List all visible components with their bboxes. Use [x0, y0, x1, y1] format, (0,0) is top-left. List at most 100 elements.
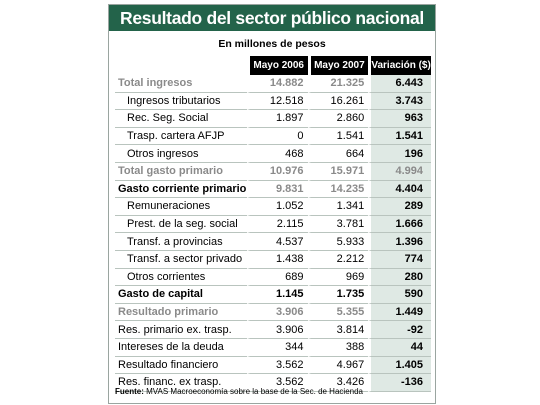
value-2007: 2.212: [307, 250, 369, 269]
header-blank: [115, 56, 247, 75]
value-variation: 1.405: [368, 356, 431, 375]
value-2006: 0: [246, 127, 308, 146]
value-2006: 1.145: [246, 286, 308, 304]
source-text: MVAS Macroeconomía sobre la base de la S…: [146, 387, 363, 396]
table-subtitle: En millones de pesos: [218, 38, 326, 50]
row-label: Trasp. cartera AFJP: [115, 128, 247, 146]
value-2006: 3.562: [246, 374, 308, 392]
value-variation: 774: [368, 250, 431, 269]
value-variation: -136: [368, 374, 431, 392]
table-card: Resultado del sector público nacional En…: [108, 4, 436, 404]
row-label: Otros ingresos: [115, 145, 247, 163]
row-label: Rec. Seg. Social: [115, 110, 247, 128]
table-row: Ingresos tributarios 12.518 16.261 3.743: [115, 92, 431, 111]
table-row: Res. financ. ex trasp. 3.562 3.426 -136: [115, 374, 431, 392]
value-2007: 15.971: [307, 162, 369, 181]
value-2007: 969: [307, 268, 369, 287]
row-label: Resultado financiero: [115, 357, 247, 375]
header-may-2006: Mayo 2006: [246, 56, 308, 75]
table-row: Transf. a sector privado 1.438 2.212 774: [115, 250, 431, 269]
value-2006: 3.906: [246, 303, 308, 322]
value-variation: 1.666: [368, 215, 431, 234]
value-variation: 590: [368, 286, 431, 304]
value-2006: 3.562: [246, 356, 308, 375]
table-row: Gasto corriente primario 9.831 14.235 4.…: [115, 180, 431, 199]
table-row: Resultado financiero 3.562 4.967 1.405: [115, 356, 431, 375]
table-row: Total gasto primario 10.976 15.971 4.994: [115, 162, 431, 181]
value-2006: 468: [246, 145, 308, 163]
table-row: Otros ingresos 468 664 196: [115, 145, 431, 163]
value-variation: 4.994: [368, 162, 431, 181]
value-2007: 4.967: [307, 356, 369, 375]
value-variation: 6.443: [368, 75, 431, 93]
row-label: Intereses de la deuda: [115, 339, 247, 357]
table-row: Prest. de la seg. social 2.115 3.781 1.6…: [115, 215, 431, 234]
header-variation: Variación ($): [368, 56, 431, 75]
value-2007: 1.541: [307, 127, 369, 146]
table-row: Total ingresos 14.882 21.325 6.443: [115, 75, 431, 93]
value-variation: 289: [368, 198, 431, 216]
value-variation: 4.404: [368, 180, 431, 199]
table-row: Remuneraciones 1.052 1.341 289: [115, 198, 431, 216]
header-may-2007: Mayo 2007: [307, 56, 369, 75]
value-2006: 9.831: [246, 180, 308, 199]
row-label: Res. financ. ex trasp.: [115, 374, 247, 392]
value-2006: 1.438: [246, 250, 308, 269]
value-variation: 963: [368, 110, 431, 128]
table-row: Intereses de la deuda 344 388 44: [115, 338, 431, 357]
value-variation: 1.449: [368, 303, 431, 322]
table-row: Resultado primario 3.906 5.355 1.449: [115, 303, 431, 322]
value-2007: 388: [307, 338, 369, 357]
row-label: Otros corrientes: [115, 269, 247, 287]
value-variation: -92: [368, 321, 431, 339]
value-variation: 1.541: [368, 127, 431, 146]
row-label: Total gasto primario: [115, 163, 247, 181]
value-2006: 689: [246, 268, 308, 287]
header-row: Mayo 2006 Mayo 2007 Variación ($): [115, 56, 431, 75]
table-row: Trasp. cartera AFJP 0 1.541 1.541: [115, 127, 431, 146]
value-2006: 4.537: [246, 233, 308, 251]
value-2006: 12.518: [246, 92, 308, 111]
value-2007: 3.814: [307, 321, 369, 339]
table-row: Transf. a provincias 4.537 5.933 1.396: [115, 233, 431, 251]
value-2007: 3.781: [307, 215, 369, 234]
value-2006: 1.897: [246, 110, 308, 128]
table-row: Rec. Seg. Social 1.897 2.860 963: [115, 110, 431, 128]
source-label: Fuente:: [115, 387, 144, 396]
table-title: Resultado del sector público nacional: [109, 5, 435, 31]
value-2006: 344: [246, 338, 308, 357]
row-label: Gasto corriente primario: [115, 181, 247, 199]
value-2007: 16.261: [307, 92, 369, 111]
table-row: Otros corrientes 689 969 280: [115, 268, 431, 287]
row-label: Gasto de capital: [115, 286, 247, 304]
value-2007: 14.235: [307, 180, 369, 199]
value-2007: 5.355: [307, 303, 369, 322]
value-2006: 2.115: [246, 215, 308, 234]
row-label: Prest. de la seg. social: [115, 216, 247, 234]
value-2006: 1.052: [246, 198, 308, 216]
table-row: Gasto de capital 1.145 1.735 590: [115, 286, 431, 304]
value-2006: 14.882: [246, 75, 308, 93]
row-label: Res. primario ex. trasp.: [115, 321, 247, 339]
row-label: Ingresos tributarios: [115, 93, 247, 111]
row-label: Transf. a provincias: [115, 233, 247, 251]
value-2006: 3.906: [246, 321, 308, 339]
value-2007: 3.426: [307, 374, 369, 392]
fiscal-results-table: Mayo 2006 Mayo 2007 Variación ($) Total …: [115, 56, 431, 392]
source-note: Fuente: MVAS Macroeconomía sobre la base…: [115, 387, 363, 396]
row-label: Resultado primario: [115, 304, 247, 322]
value-2007: 21.325: [307, 75, 369, 93]
value-variation: 280: [368, 268, 431, 287]
table-row: Res. primario ex. trasp. 3.906 3.814 -92: [115, 321, 431, 339]
value-2007: 1.341: [307, 198, 369, 216]
value-variation: 196: [368, 145, 431, 163]
value-variation: 44: [368, 338, 431, 357]
row-label: Transf. a sector privado: [115, 251, 247, 269]
value-2007: 2.860: [307, 110, 369, 128]
value-2007: 664: [307, 145, 369, 163]
row-label: Remuneraciones: [115, 198, 247, 216]
value-variation: 3.743: [368, 92, 431, 111]
value-2007: 5.933: [307, 233, 369, 251]
value-2006: 10.976: [246, 162, 308, 181]
value-2007: 1.735: [307, 286, 369, 304]
